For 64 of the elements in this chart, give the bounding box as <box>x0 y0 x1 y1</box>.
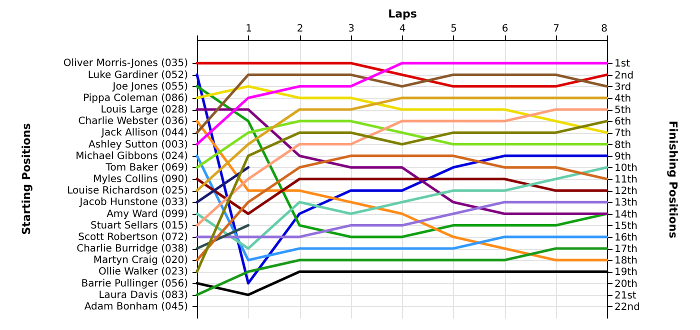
text: Laura Davis (083) <box>98 290 188 301</box>
text: Luke Gardiner (052) <box>88 70 188 81</box>
text: Myles Collins (090) <box>93 174 188 185</box>
line-series <box>196 200 608 238</box>
x-tick-label: 8 <box>601 24 608 34</box>
line-series <box>196 62 608 146</box>
x-tick-label: 7 <box>553 24 560 34</box>
y-tick-label: 2nd <box>614 70 634 82</box>
line-series <box>196 85 608 238</box>
y-tick-label: 9th <box>614 151 632 162</box>
x-tick-label: 2 <box>296 24 304 34</box>
line-series <box>196 154 608 262</box>
text: Charlie Webster (036) <box>78 116 188 128</box>
x-tick-label: 4 <box>399 24 406 34</box>
text: Starting Positions <box>20 122 33 235</box>
y-tick-label: 17th <box>614 244 638 255</box>
y-tick-label: 10th <box>614 162 638 174</box>
x-axis-title: Laps <box>388 8 418 20</box>
line-series <box>196 247 608 296</box>
y-tick-label: 15th <box>614 220 638 232</box>
text: Pippa Coleman (086) <box>83 92 188 104</box>
text: Scott Robertson (072) <box>78 232 188 243</box>
y-tick-label: 18th <box>614 256 638 267</box>
y-tick-label: 19th <box>614 267 638 278</box>
text: Amy Ward (099) <box>106 208 188 220</box>
text: Louise Richardson (025) <box>67 186 188 197</box>
y-tick-label: 22nd <box>614 302 640 313</box>
text: Charlie Burridge (038) <box>76 244 188 254</box>
x-tick-label: 1 <box>246 24 252 34</box>
y-tick-label: 21st <box>614 290 636 302</box>
line-series <box>196 166 608 250</box>
y-tick-label: 8th <box>614 140 632 151</box>
x-tick-label: 6 <box>502 24 508 34</box>
line-series <box>196 120 608 169</box>
text: Michael Gibbons (024) <box>76 150 188 162</box>
text: Stuart Sellars (015) <box>90 220 188 232</box>
y2-axis-title: Finishing Positions <box>666 120 680 239</box>
y-tick-label: 4th <box>614 93 632 104</box>
y-tick-label: 6th <box>614 116 632 128</box>
y-tick-label: 7th <box>614 128 632 140</box>
text: Ashley Sutton (003) <box>88 139 188 150</box>
y-tick-label: 13th <box>614 198 638 209</box>
text: Jacob Hunstone (033) <box>78 197 188 208</box>
x-tick-label: 5 <box>450 24 457 34</box>
text: Adam Bonham (045) <box>84 301 188 312</box>
text: Ollie Walker (023) <box>98 266 188 278</box>
line-series <box>196 96 608 192</box>
y-tick-label: 11th <box>614 174 638 186</box>
text: Barrie Pullinger (056) <box>81 278 188 290</box>
x-tick-label: 3 <box>348 24 354 34</box>
text: Joe Jones (055) <box>112 81 188 92</box>
line-series <box>196 85 608 134</box>
text: Tom Baker (069) <box>104 162 188 174</box>
text: Oliver Morris-Jones (035) <box>63 58 188 70</box>
y-tick-label: 14th <box>614 209 638 220</box>
y-tick-label: 3rd <box>614 82 632 93</box>
y-tick-label: 20th <box>614 278 638 290</box>
text: Louis Large (028) <box>100 104 188 116</box>
y-tick-label: 16th <box>614 232 638 244</box>
y-tick-label: 12th <box>614 186 638 198</box>
text: Martyn Craig (020) <box>93 255 188 266</box>
y-tick-label: 1st <box>614 58 630 70</box>
text: Jack Allison (044) <box>100 128 188 139</box>
y-tick-label: 5th <box>614 105 632 116</box>
